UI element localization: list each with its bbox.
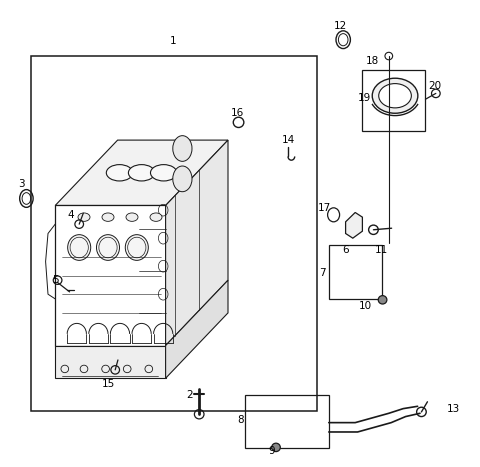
Text: 9: 9 <box>268 446 275 456</box>
Text: 5: 5 <box>52 275 59 285</box>
Text: 7: 7 <box>319 268 326 278</box>
Bar <box>329 245 382 299</box>
Ellipse shape <box>128 164 155 181</box>
Text: 17: 17 <box>317 203 331 213</box>
Text: 14: 14 <box>281 135 295 145</box>
Ellipse shape <box>150 213 162 221</box>
Ellipse shape <box>272 443 280 452</box>
Text: 15: 15 <box>101 379 115 389</box>
Ellipse shape <box>78 213 90 221</box>
Text: 18: 18 <box>365 56 379 66</box>
Polygon shape <box>55 140 228 205</box>
Ellipse shape <box>151 164 177 181</box>
Polygon shape <box>166 280 228 378</box>
Text: 6: 6 <box>342 245 349 255</box>
Text: 11: 11 <box>375 245 388 255</box>
Bar <box>31 56 317 411</box>
Ellipse shape <box>173 166 192 191</box>
Ellipse shape <box>378 296 387 304</box>
Polygon shape <box>55 205 166 346</box>
Polygon shape <box>166 140 228 346</box>
Ellipse shape <box>126 213 138 221</box>
Text: 1: 1 <box>169 36 176 46</box>
Ellipse shape <box>125 234 148 261</box>
Text: 13: 13 <box>447 403 460 414</box>
Polygon shape <box>55 346 166 378</box>
Text: 20: 20 <box>428 81 441 92</box>
Text: 10: 10 <box>359 301 372 311</box>
Ellipse shape <box>102 213 114 221</box>
Bar <box>245 395 329 448</box>
Text: 12: 12 <box>334 21 348 31</box>
Text: 3: 3 <box>18 179 25 190</box>
Polygon shape <box>346 212 362 238</box>
Ellipse shape <box>372 78 418 113</box>
Text: 16: 16 <box>231 108 244 118</box>
Text: 2: 2 <box>186 389 193 400</box>
Ellipse shape <box>379 84 411 108</box>
Ellipse shape <box>173 135 192 161</box>
Text: 4: 4 <box>68 210 74 220</box>
Text: 19: 19 <box>358 93 372 103</box>
Ellipse shape <box>106 164 132 181</box>
Text: 8: 8 <box>238 415 244 425</box>
Bar <box>362 70 425 131</box>
Ellipse shape <box>96 234 120 261</box>
Ellipse shape <box>68 234 91 261</box>
